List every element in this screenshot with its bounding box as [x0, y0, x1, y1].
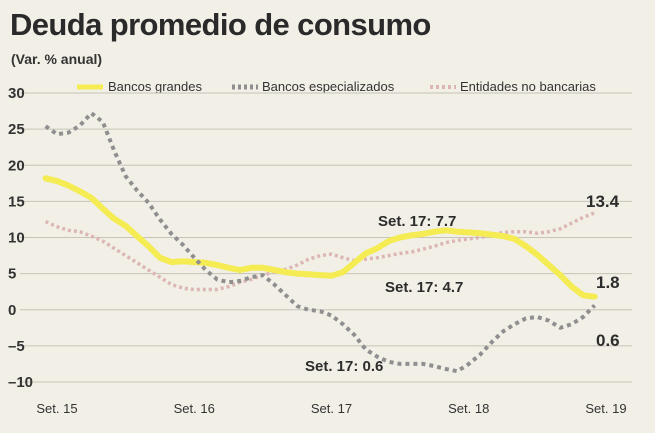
y-tick-label: 15 — [8, 193, 25, 210]
legend-label-bancos-especializados: Bancos especializados — [262, 79, 395, 94]
y-axis-ticks: 30 25 20 15 10 5 0 –5 –10 — [8, 85, 33, 391]
annotation-entidades-no-bancarias: Set. 17: 4.7 — [385, 279, 463, 296]
y-tick-label: 10 — [8, 230, 25, 247]
end-label-bancos-grandes: 1.8 — [596, 273, 620, 292]
x-tick-label: Set. 17 — [311, 401, 352, 416]
y-tick-label: 30 — [8, 85, 25, 102]
x-tick-label: Set. 18 — [448, 401, 489, 416]
y-tick-label: 25 — [8, 121, 25, 138]
y-tick-label: 0 — [8, 302, 16, 319]
end-label-bancos-especializados: 0.6 — [596, 331, 620, 350]
x-axis-ticks: Set. 15 Set. 16 Set. 17 Set. 18 Set. 19 — [36, 401, 626, 416]
annotation-bancos-especializados: Set. 17: 0.6 — [305, 358, 383, 375]
legend: Bancos grandes Bancos especializados Ent… — [77, 79, 596, 94]
x-tick-label: Set. 19 — [585, 401, 626, 416]
end-label-entidades-no-bancarias: 13.4 — [586, 192, 620, 211]
x-tick-label: Set. 15 — [36, 401, 77, 416]
series-line-bancos-grandes — [42, 175, 598, 300]
chart-subtitle: (Var. % anual) — [11, 51, 102, 67]
gridlines — [20, 92, 632, 383]
y-tick-label: –10 — [8, 374, 33, 391]
legend-label-bancos-grandes: Bancos grandes — [108, 79, 202, 94]
chart-title: Deuda promedio de consumo — [10, 7, 431, 42]
legend-label-entidades-no-bancarias: Entidades no bancarias — [460, 79, 596, 94]
annotation-bancos-grandes: Set. 17: 7.7 — [378, 213, 456, 230]
series-lines — [42, 111, 598, 374]
y-tick-label: 5 — [8, 266, 16, 283]
x-tick-label: Set. 16 — [174, 401, 215, 416]
series-line-bancos-especializados — [44, 111, 597, 374]
y-tick-label: –5 — [8, 338, 25, 355]
y-tick-label: 20 — [8, 157, 25, 174]
